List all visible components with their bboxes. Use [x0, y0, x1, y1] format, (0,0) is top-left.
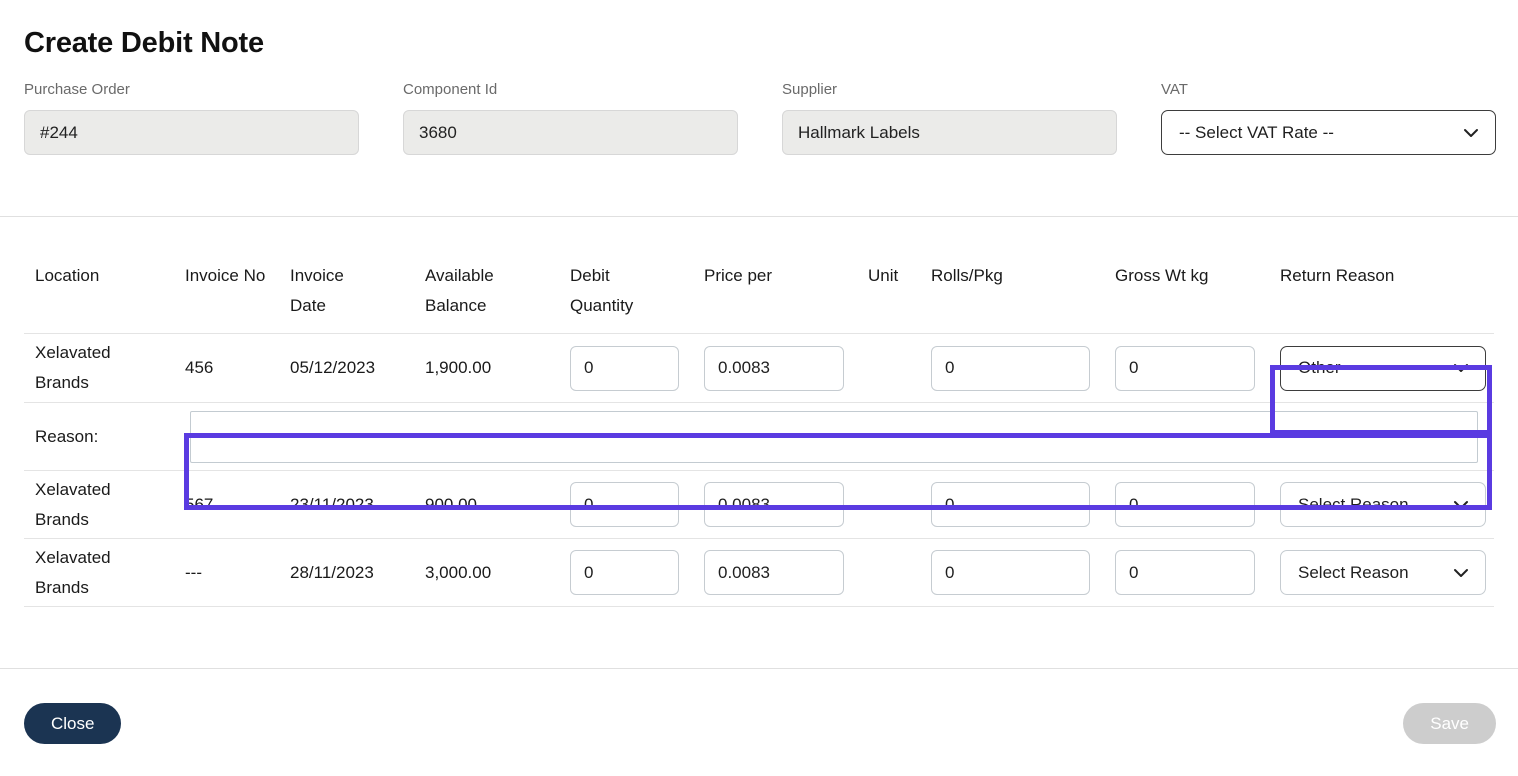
col-invoice-date: Invoice Date	[290, 266, 344, 315]
reason-label: Reason:	[35, 426, 99, 446]
return-reason-value: Select Reason	[1298, 562, 1409, 582]
component-id-label: Component Id	[403, 81, 498, 98]
supplier-label: Supplier	[782, 81, 838, 98]
gross-wt-input[interactable]	[1115, 345, 1255, 391]
reason-row: Reason:	[24, 403, 1494, 471]
gross-wt-input[interactable]	[1115, 482, 1255, 527]
location-value: Xelavated Brands	[35, 479, 111, 529]
available-balance-value: 900.00	[425, 494, 477, 514]
spacer	[0, 607, 1518, 668]
close-button[interactable]: Close	[24, 703, 122, 744]
divider	[0, 216, 1518, 217]
vat-label: VAT	[1161, 81, 1188, 98]
debit-quantity-input[interactable]	[570, 550, 679, 595]
rolls-pkg-input[interactable]	[931, 550, 1090, 595]
divider	[0, 668, 1518, 669]
col-price-per: Price per	[704, 266, 773, 285]
supplier-field: Supplier	[782, 81, 1117, 155]
component-id-field: Component Id	[403, 81, 738, 155]
col-gross-wt-kg: Gross Wt kg	[1115, 266, 1209, 285]
return-reason-select[interactable]: Other	[1280, 345, 1486, 391]
debit-quantity-input[interactable]	[570, 482, 679, 527]
rolls-pkg-input[interactable]	[931, 345, 1090, 391]
col-invoice-no: Invoice No	[185, 266, 266, 285]
return-reason-select[interactable]: Select Reason	[1280, 482, 1486, 527]
col-debit-quantity: Debit Quantity	[570, 266, 634, 315]
purchase-order-input	[24, 110, 359, 155]
vat-select[interactable]: -- Select VAT Rate --	[1161, 110, 1496, 155]
gross-wt-input[interactable]	[1115, 550, 1255, 595]
table-row: Xelavated Brands 456 05/12/2023 1,900.00…	[24, 334, 1494, 403]
table-row: Xelavated Brands --- 28/11/2023 3,000.00…	[24, 539, 1494, 607]
invoice-date-value: 28/11/2023	[290, 562, 374, 582]
available-balance-value: 1,900.00	[425, 358, 492, 377]
invoice-date-value: 23/11/2023	[290, 494, 374, 514]
chevron-down-icon	[1454, 500, 1468, 509]
col-unit: Unit	[868, 266, 899, 285]
header-fields: Purchase Order Component Id Supplier VAT…	[24, 81, 1496, 155]
return-reason-value: Select Reason	[1298, 494, 1409, 514]
purchase-order-field: Purchase Order	[24, 81, 359, 155]
col-rolls-pkg: Rolls/Pkg	[931, 266, 1003, 285]
chevron-down-icon	[1454, 568, 1468, 577]
price-per-input[interactable]	[704, 550, 844, 595]
col-location: Location	[35, 266, 100, 285]
return-reason-value: Other	[1298, 358, 1341, 377]
rolls-pkg-input[interactable]	[931, 482, 1090, 527]
col-available-balance: Available Balance	[425, 266, 494, 315]
location-value: Xelavated Brands	[35, 343, 111, 392]
invoice-no-value: ---	[185, 562, 202, 582]
table-header-row: Location Invoice No Invoice Date Availab…	[24, 217, 1494, 334]
invoice-no-value: 567	[185, 494, 214, 514]
page-title: Create Debit Note	[24, 27, 264, 59]
supplier-input	[782, 110, 1117, 155]
invoice-no-value: 456	[185, 358, 214, 377]
price-per-input[interactable]	[704, 482, 844, 527]
location-value: Xelavated Brands	[35, 547, 111, 597]
return-reason-select[interactable]: Select Reason	[1280, 550, 1486, 595]
component-id-input	[403, 110, 738, 155]
price-per-input[interactable]	[704, 345, 844, 391]
purchase-order-label: Purchase Order	[24, 81, 130, 98]
save-button[interactable]: Save	[1403, 703, 1496, 744]
chevron-down-icon	[1464, 128, 1478, 137]
vat-select-value: -- Select VAT Rate --	[1179, 122, 1334, 142]
col-return-reason: Return Reason	[1280, 266, 1395, 285]
debit-quantity-input[interactable]	[570, 345, 679, 391]
debit-note-table: Location Invoice No Invoice Date Availab…	[24, 217, 1494, 607]
invoice-date-value: 05/12/2023	[290, 358, 376, 377]
footer-actions: Close Save	[0, 669, 1518, 744]
chevron-down-icon	[1454, 364, 1468, 372]
vat-field: VAT -- Select VAT Rate --	[1161, 81, 1496, 155]
table-row: Xelavated Brands 567 23/11/2023 900.00 S…	[24, 471, 1494, 539]
reason-input[interactable]	[190, 410, 1478, 463]
create-debit-note-modal: Create Debit Note Purchase Order Compone…	[0, 27, 1518, 776]
available-balance-value: 3,000.00	[425, 562, 492, 582]
